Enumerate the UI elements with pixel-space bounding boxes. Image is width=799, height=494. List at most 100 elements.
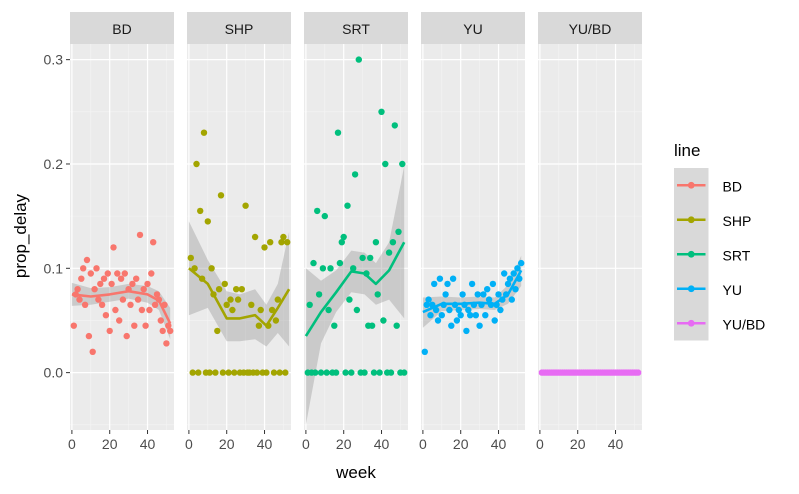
data-point (399, 160, 406, 168)
data-point (491, 317, 498, 324)
data-point (134, 296, 142, 303)
data-point (191, 265, 198, 272)
data-point (401, 369, 408, 376)
data-point (116, 317, 123, 324)
data-point (204, 218, 211, 225)
data-point (257, 306, 264, 314)
legend-entry-label: YU/BD (723, 316, 766, 332)
x-tick-label: 40 (491, 436, 507, 452)
data-point (153, 291, 161, 298)
legend: line BD SHP SRT YU YU/BD (674, 141, 765, 341)
data-point (314, 207, 321, 215)
data-point (340, 233, 347, 241)
data-point (276, 369, 283, 376)
x-tick-label: 20 (219, 436, 235, 452)
facet-strip-label: YU (463, 21, 482, 37)
x-tick-label: 40 (140, 436, 156, 452)
data-point (346, 296, 353, 303)
data-point (389, 239, 397, 246)
data-point (200, 129, 208, 136)
data-point (436, 275, 444, 282)
facet-strip-label: SHP (225, 21, 254, 37)
data-point (495, 291, 502, 298)
data-point (387, 369, 395, 376)
legend-key-point (687, 285, 695, 293)
data-point (214, 327, 221, 335)
data-point (159, 327, 166, 335)
data-point (280, 233, 287, 241)
data-point (272, 317, 280, 324)
data-point (480, 291, 487, 298)
legend-key-point (687, 319, 695, 327)
data-point (225, 369, 232, 376)
data-point (282, 369, 289, 376)
legend-key-point (687, 250, 695, 258)
data-point (504, 280, 512, 288)
legend-entry-label: BD (723, 178, 742, 194)
data-point (284, 239, 291, 246)
smooth-line (188, 267, 291, 327)
data-point (221, 280, 228, 288)
data-point (518, 259, 525, 267)
legend-key-bd: BD (674, 168, 742, 203)
data-point (95, 296, 102, 303)
data-point (189, 369, 196, 376)
data-point (268, 306, 276, 314)
data-point (448, 322, 455, 329)
facet-strip-label: YU/BD (569, 21, 612, 37)
data-point (238, 286, 245, 293)
data-point (446, 306, 453, 314)
x-tick-label: 0 (185, 436, 193, 452)
legend-key-shp: SHP (674, 202, 751, 237)
legend-key-srt: SRT (674, 237, 751, 272)
data-point (380, 317, 387, 324)
data-point (465, 306, 472, 314)
x-tick-label: 20 (453, 436, 469, 452)
data-point (506, 275, 514, 282)
confidence-band (188, 221, 290, 347)
data-point (93, 265, 100, 272)
x-tick-label: 40 (608, 436, 624, 452)
panel-background (304, 44, 408, 430)
data-point (108, 280, 115, 288)
legend-entry-label: SRT (723, 247, 751, 263)
data-point (255, 322, 263, 329)
data-point (327, 265, 334, 272)
x-tick-label: 20 (102, 436, 118, 452)
data-point (368, 322, 376, 329)
data-point (146, 306, 153, 314)
y-tick-label: 0.3 (44, 52, 64, 68)
data-point (442, 291, 449, 298)
data-point (270, 369, 278, 376)
data-point (219, 369, 227, 376)
data-point (510, 270, 517, 277)
x-tick-label: 0 (68, 436, 76, 452)
data-point (434, 317, 442, 324)
legend-key-yu: YU (674, 271, 742, 306)
data-point (248, 301, 255, 308)
data-point (131, 322, 138, 329)
data-point (497, 306, 504, 314)
data-point (378, 108, 385, 116)
data-point (427, 312, 434, 319)
data-point (98, 301, 106, 308)
data-point (121, 270, 128, 277)
data-point (263, 369, 270, 376)
data-point (80, 265, 87, 272)
data-point (323, 369, 330, 376)
data-point (70, 322, 78, 329)
data-point (142, 322, 149, 329)
data-point (376, 369, 383, 376)
panel-background (421, 44, 525, 430)
data-point (91, 286, 98, 293)
data-point (215, 286, 223, 293)
data-point (455, 306, 462, 314)
data-point (468, 280, 476, 288)
data-point (425, 296, 432, 303)
data-point (119, 296, 127, 303)
data-point (278, 239, 285, 246)
data-point (167, 327, 174, 335)
data-point (512, 286, 519, 293)
data-point (431, 280, 438, 288)
